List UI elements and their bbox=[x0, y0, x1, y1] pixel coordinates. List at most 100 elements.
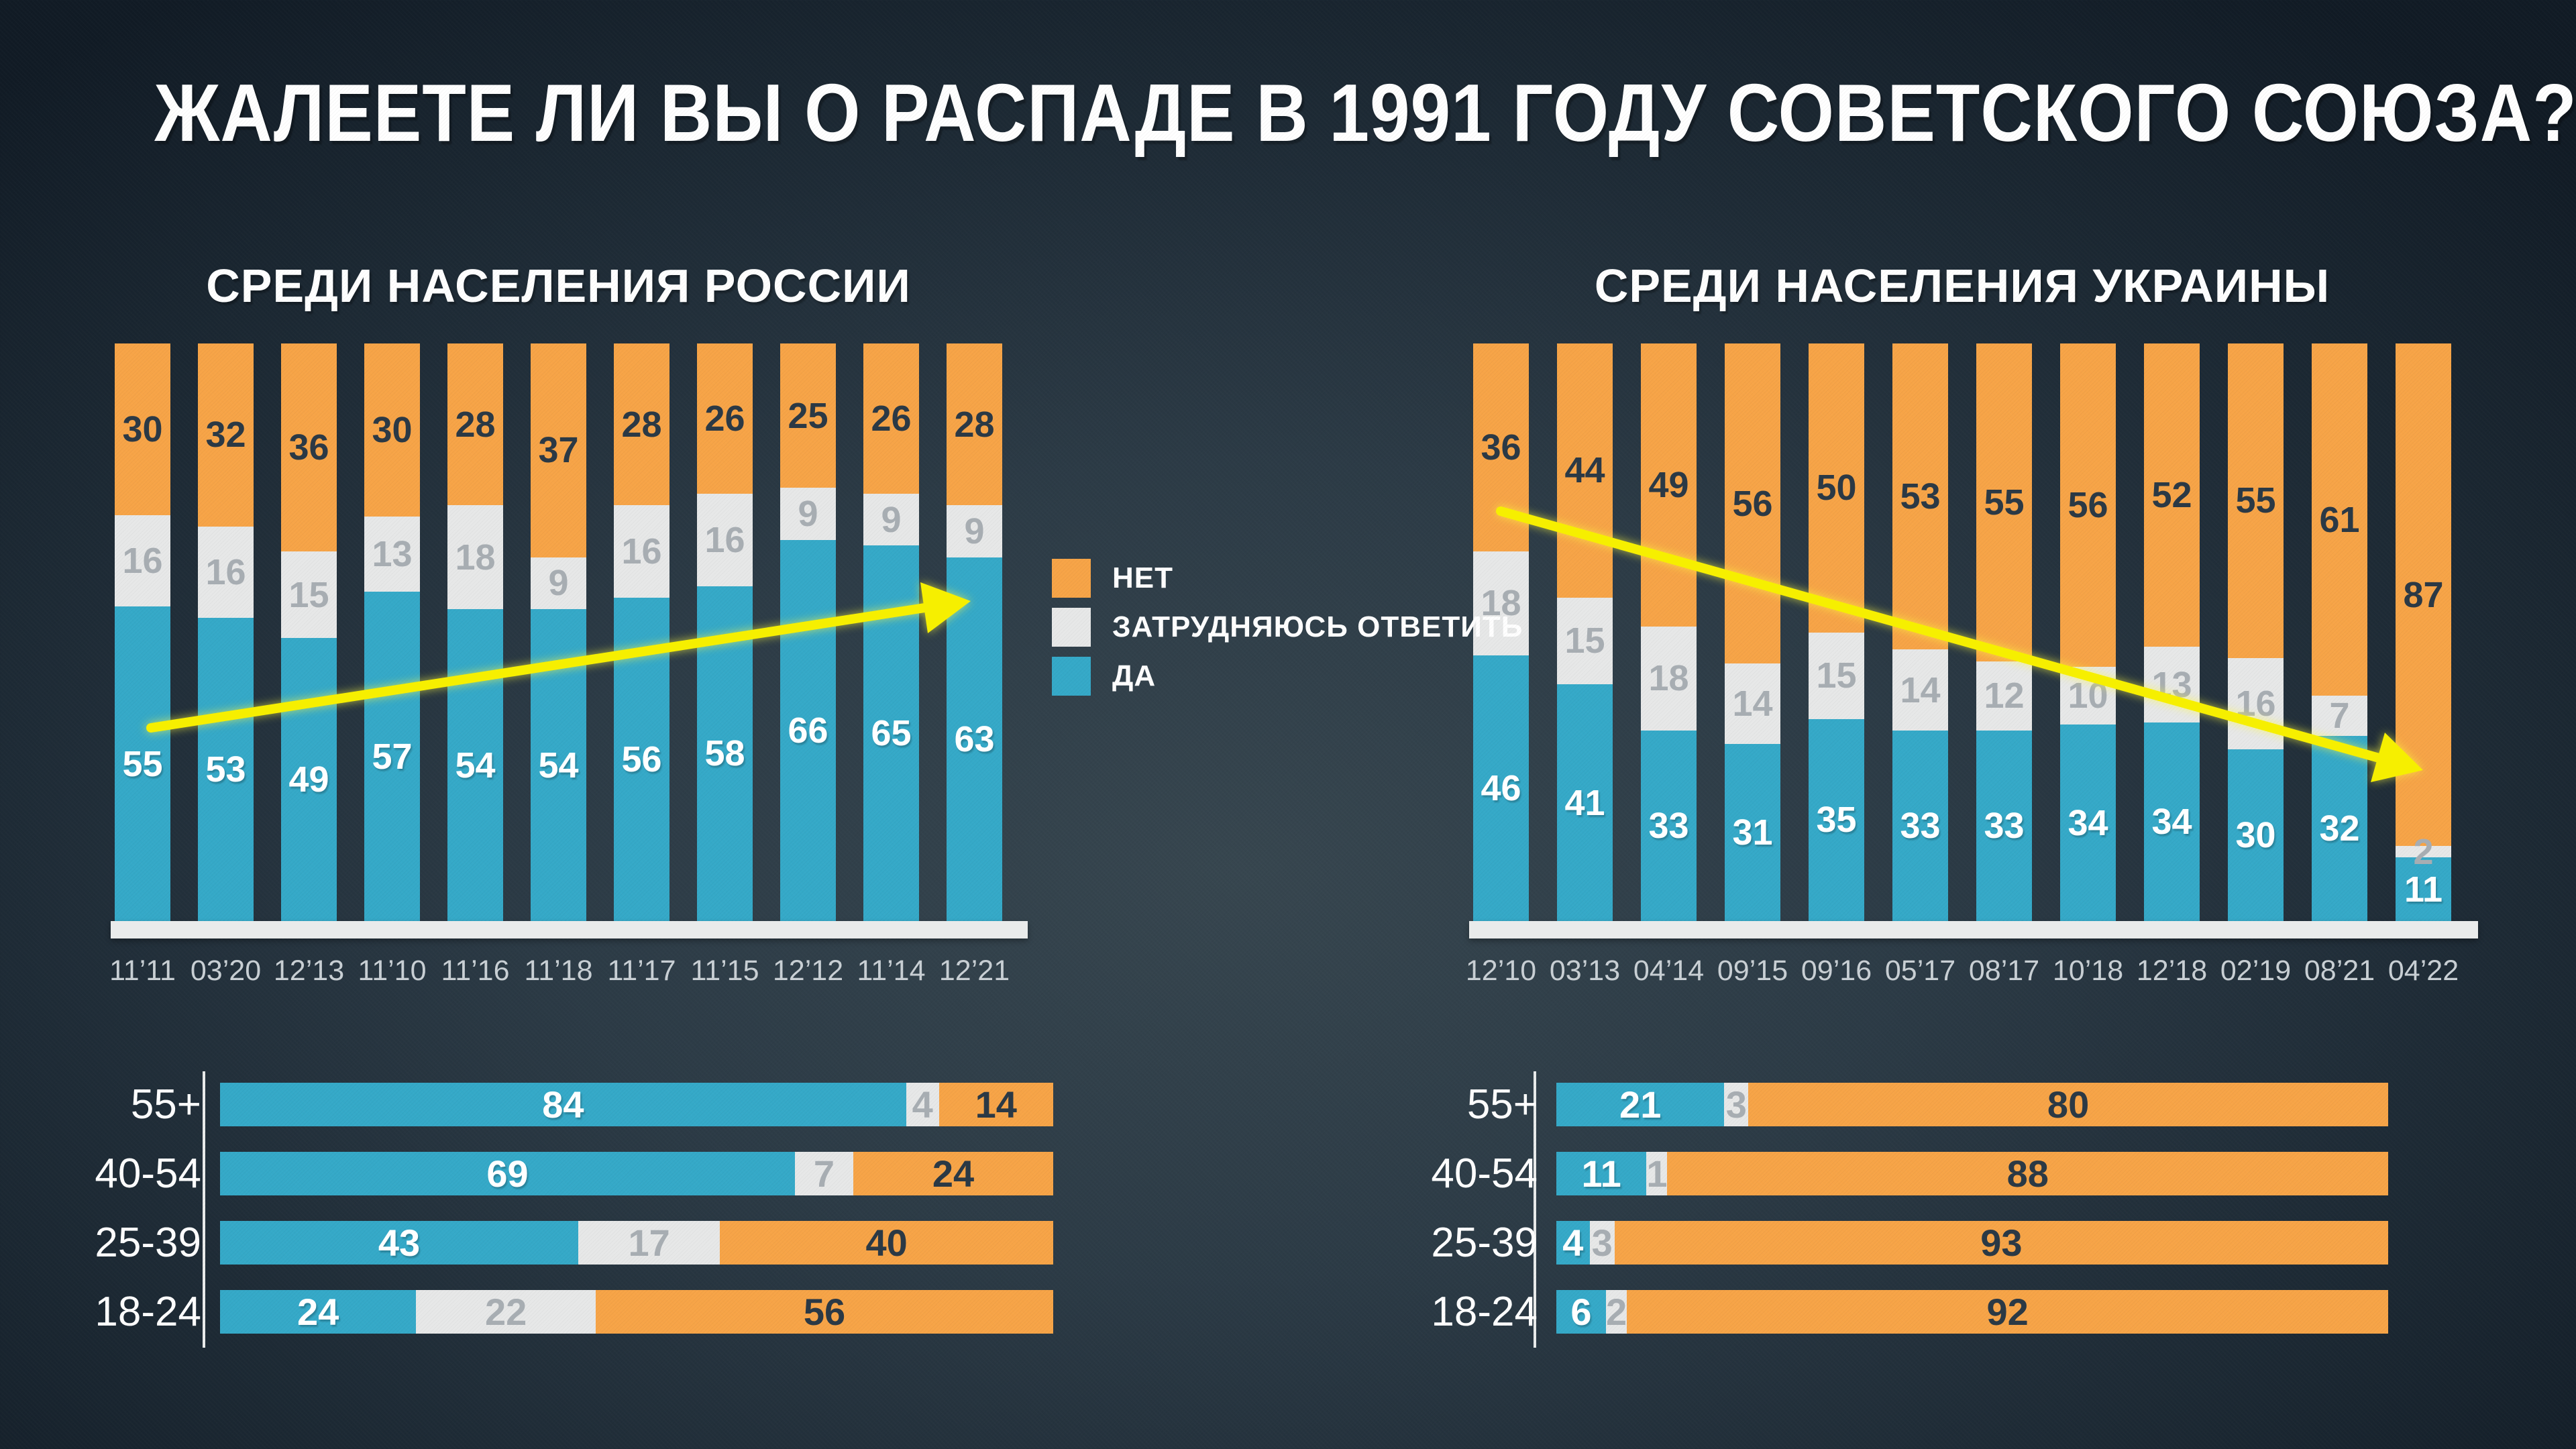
bar-segment-no: 36 bbox=[281, 343, 337, 551]
bar-segment-yes: 41 bbox=[1557, 684, 1613, 922]
bar-segment-dk: 16 bbox=[2228, 657, 2284, 750]
bar-column: 56 14 31 bbox=[1725, 343, 1780, 921]
age-bar-segment-no: 14 bbox=[938, 1083, 1053, 1126]
x-axis-label: 11’17 bbox=[607, 954, 676, 987]
legend-item-yes: ДА bbox=[1052, 657, 1523, 696]
bar-segment-no: 26 bbox=[697, 343, 753, 494]
x-axis-label: 11’15 bbox=[690, 954, 759, 987]
age-bar-segment-yes: 69 bbox=[220, 1152, 795, 1195]
bar-segment-no: 55 bbox=[1976, 343, 2032, 661]
legend-swatch-dk-icon bbox=[1052, 608, 1091, 647]
bar-column: 36 15 49 bbox=[281, 343, 337, 921]
legend-label-dk: ЗАТРУДНЯЮСЬ ОТВЕТИТЬ bbox=[1112, 610, 1523, 643]
age-row-label: 40-54 bbox=[1431, 1150, 1538, 1197]
x-axis-label: 09’16 bbox=[1801, 954, 1872, 987]
age-bar-segment-no: 93 bbox=[1614, 1221, 2388, 1265]
bar-segment-no: 28 bbox=[947, 343, 1002, 506]
bar-segment-dk: 12 bbox=[1976, 661, 2032, 731]
bar-segment-yes: 35 bbox=[1809, 718, 1864, 921]
bar-segment-dk: 13 bbox=[364, 517, 420, 592]
age-bar-segment-yes: 84 bbox=[220, 1083, 906, 1126]
age-bar-segment-dk: 22 bbox=[416, 1290, 596, 1334]
bar-segment-no: 53 bbox=[1892, 343, 1948, 650]
bar-segment-no: 30 bbox=[115, 343, 170, 515]
bar-segment-no: 61 bbox=[2312, 343, 2367, 696]
bar-segment-yes: 54 bbox=[447, 609, 503, 921]
bar-segment-no: 87 bbox=[2396, 343, 2451, 847]
bar-segment-dk: 9 bbox=[780, 488, 836, 540]
x-axis-label: 03’20 bbox=[190, 954, 262, 987]
bar-column: 52 13 34 bbox=[2144, 343, 2200, 922]
x-axis-label: 08’17 bbox=[1968, 954, 2040, 987]
bar-column: 26 9 65 bbox=[863, 343, 919, 921]
bar-segment-yes: 58 bbox=[697, 586, 753, 921]
age-row: 18-24 24 22 56 bbox=[95, 1290, 1053, 1334]
age-bar-segment-yes: 43 bbox=[220, 1221, 579, 1265]
bar-segment-no: 50 bbox=[1809, 343, 1864, 633]
bar-segment-dk: 16 bbox=[115, 515, 170, 607]
bar-segment-no: 44 bbox=[1557, 343, 1613, 598]
bar-segment-dk: 15 bbox=[1557, 597, 1613, 684]
x-axis-label: 12’13 bbox=[273, 954, 345, 987]
bar-segment-no: 28 bbox=[614, 343, 669, 506]
bar-column: 61 7 32 bbox=[2312, 343, 2367, 921]
bar-segment-no: 37 bbox=[531, 343, 586, 557]
bar-segment-yes: 54 bbox=[531, 609, 586, 921]
bar-segment-yes: 49 bbox=[281, 638, 337, 921]
bar-segment-yes: 57 bbox=[364, 592, 420, 921]
bar-segment-dk: 9 bbox=[531, 557, 586, 610]
bar-segment-yes: 63 bbox=[947, 557, 1002, 921]
x-axis-baseline bbox=[1469, 921, 2478, 938]
age-bar-segment-dk: 3 bbox=[1589, 1221, 1615, 1265]
age-bar-segment-dk: 4 bbox=[906, 1083, 939, 1126]
x-axis-label: 11’18 bbox=[524, 954, 593, 987]
bar-column: 44 15 41 bbox=[1557, 343, 1613, 922]
age-bar-chart-russia: 55+ 84 4 14 40-54 69 7 24 25-39 43 17 40 18-24 24 22 56 bbox=[95, 1083, 1053, 1347]
bar-segment-yes: 33 bbox=[1641, 730, 1697, 921]
age-bar-segment-no: 24 bbox=[853, 1152, 1053, 1195]
age-bar-segment-dk: 2 bbox=[1606, 1290, 1627, 1334]
x-axis-label: 08’21 bbox=[2304, 954, 2375, 987]
legend-item-dk: ЗАТРУДНЯЮСЬ ОТВЕТИТЬ bbox=[1052, 608, 1523, 647]
bar-column: 37 9 54 bbox=[531, 343, 586, 921]
bar-segment-dk: 16 bbox=[614, 505, 669, 598]
bar-segment-yes: 53 bbox=[198, 618, 254, 921]
bar-column: 50 15 35 bbox=[1809, 343, 1864, 921]
bar-segment-dk: 9 bbox=[863, 493, 919, 546]
bar-column: 28 18 54 bbox=[447, 343, 503, 921]
bar-segment-dk: 16 bbox=[697, 493, 753, 586]
legend-swatch-no-icon bbox=[1052, 559, 1091, 598]
bar-segment-dk: 14 bbox=[1892, 649, 1948, 731]
bar-segment-dk: 15 bbox=[1809, 632, 1864, 719]
age-bar-segment-dk: 1 bbox=[1646, 1152, 1668, 1195]
x-axis-label: 02’19 bbox=[2220, 954, 2292, 987]
bar-segment-no: 32 bbox=[198, 343, 254, 527]
bar-segment-yes: 66 bbox=[780, 539, 836, 921]
x-axis-label: 12’10 bbox=[1465, 954, 1537, 987]
legend-item-no: НЕТ bbox=[1052, 559, 1523, 598]
age-bar-segment-dk: 7 bbox=[794, 1152, 853, 1195]
bar-segment-no: 36 bbox=[1473, 343, 1529, 551]
x-axis-label: 12’18 bbox=[2136, 954, 2208, 987]
bar-column: 30 13 57 bbox=[364, 343, 420, 921]
age-row: 25-39 43 17 40 bbox=[95, 1221, 1053, 1265]
bar-segment-yes: 65 bbox=[863, 545, 919, 921]
bar-segment-yes: 30 bbox=[2228, 749, 2284, 921]
bar-segment-no: 52 bbox=[2144, 343, 2200, 647]
age-row-label: 25-39 bbox=[95, 1220, 201, 1266]
chart-title-russia: СРЕДИ НАСЕЛЕНИЯ РОССИИ bbox=[206, 260, 911, 312]
age-row: 18-24 6 2 92 bbox=[1431, 1290, 2388, 1334]
bar-segment-yes: 31 bbox=[1725, 743, 1780, 921]
bar-column: 28 9 63 bbox=[947, 343, 1002, 921]
bar-segment-no: 28 bbox=[447, 343, 503, 506]
bar-column: 87 2 11 bbox=[2396, 343, 2451, 921]
bar-column: 28 16 56 bbox=[614, 343, 669, 921]
age-row-label: 18-24 bbox=[1431, 1289, 1538, 1335]
age-row-label: 55+ bbox=[1466, 1081, 1538, 1128]
bar-segment-no: 49 bbox=[1641, 343, 1697, 627]
stacked-column-chart-ukraine: 36 18 46 12’10 44 15 41 03’13 49 18 33 04’14 56 14 31 0… bbox=[1466, 343, 2478, 1001]
bar-segment-no: 25 bbox=[780, 343, 836, 488]
chart-title-ukraine: СРЕДИ НАСЕЛЕНИЯ УКРАИНЫ bbox=[1594, 260, 2330, 312]
bar-column: 26 16 58 bbox=[697, 343, 753, 921]
y-axis-line-russia-ages bbox=[203, 1071, 205, 1348]
